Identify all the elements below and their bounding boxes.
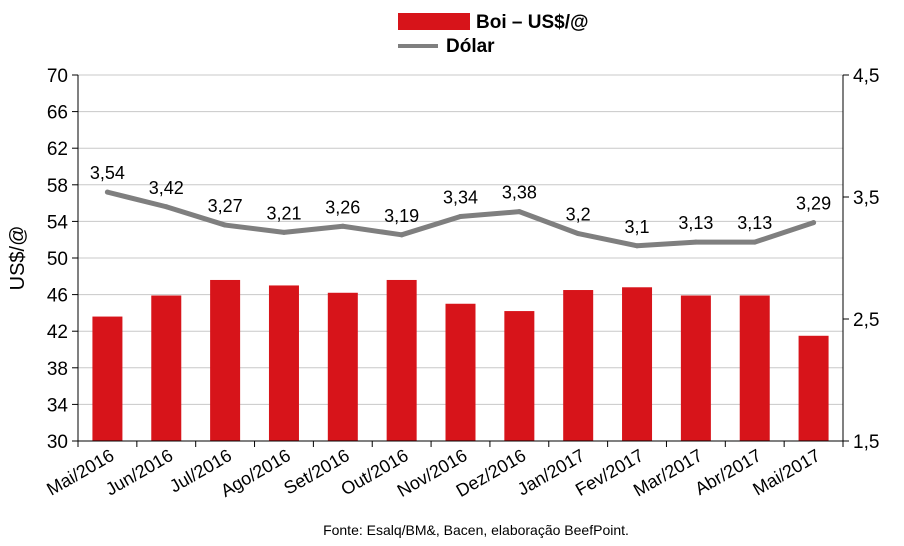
- y-tick-label: 54: [47, 212, 69, 233]
- data-label: 3,19: [384, 206, 419, 226]
- line-point: [222, 222, 228, 228]
- y-tick-label: 30: [47, 432, 68, 453]
- y2-tick-label: 1,5: [853, 432, 879, 453]
- y-tick-label: 62: [47, 139, 68, 160]
- bar: [622, 287, 653, 441]
- line-series: 3,54 3,42 3,27 3,21 3,26 3,19 3,34 3,38 3,2 3,1 3,…: [90, 163, 831, 249]
- data-label: 3,13: [678, 213, 713, 233]
- x-tick-label: Jun/2016: [102, 445, 176, 499]
- line-point: [399, 232, 405, 238]
- y2-tick-label: 3,5: [853, 188, 879, 209]
- line-point: [340, 223, 346, 229]
- legend-swatch-dolar: [398, 44, 438, 48]
- bar-series: [92, 279, 829, 441]
- y-tick-label: 70: [47, 66, 68, 87]
- line-point: [811, 220, 817, 226]
- y-tick-label: 38: [47, 359, 68, 380]
- y2-tick-label: 4,5: [853, 66, 879, 87]
- line-point: [458, 214, 463, 220]
- bar: [445, 303, 476, 441]
- legend-label-dolar: Dólar: [446, 36, 495, 57]
- line-point: [163, 204, 169, 210]
- line-point: [575, 231, 581, 237]
- data-label: 3,42: [149, 178, 184, 198]
- y2-tick-label: 2,5: [853, 310, 879, 331]
- bar: [92, 316, 123, 441]
- data-label: 3,34: [443, 188, 478, 208]
- data-label: 3,29: [796, 194, 831, 214]
- data-label: 3,38: [502, 183, 537, 203]
- data-label: 3,13: [737, 213, 772, 233]
- bar: [210, 279, 241, 441]
- bar: [798, 335, 829, 441]
- y-tick-label: 42: [47, 322, 68, 343]
- y-axis-label: US$/@: [7, 226, 29, 291]
- y-tick-label: 58: [47, 176, 68, 197]
- data-label: 3,27: [208, 196, 243, 216]
- line-point: [752, 239, 758, 245]
- x-tick-label: Mai/2017: [749, 445, 823, 499]
- data-label: 3,26: [325, 197, 360, 217]
- source-note: Fonte: Esalq/BM&, Bacen, elaboração Beef…: [323, 522, 629, 538]
- data-label: 3,2: [566, 205, 591, 225]
- y-tick-label: 50: [47, 249, 68, 270]
- bar: [563, 290, 594, 441]
- legend-label-boi: Boi – US$/@: [476, 12, 589, 33]
- bar: [151, 295, 182, 441]
- line-point: [281, 229, 287, 235]
- y-tick-label: 34: [47, 395, 69, 416]
- y-tick-label: 66: [47, 103, 68, 124]
- legend-swatch-boi: [398, 13, 470, 30]
- line-point: [634, 243, 640, 249]
- data-label: 3,54: [90, 163, 125, 183]
- line-point: [516, 209, 522, 215]
- line-point: [104, 189, 110, 195]
- legend: Boi – US$/@ Dólar: [398, 12, 589, 57]
- bar: [739, 295, 770, 441]
- bar: [386, 279, 417, 441]
- bar: [268, 285, 299, 441]
- data-label: 3,1: [625, 217, 650, 237]
- bar: [504, 311, 535, 441]
- y-tick-label: 46: [47, 286, 68, 307]
- line-point: [693, 239, 699, 245]
- data-label: 3,21: [266, 203, 301, 223]
- bar: [327, 292, 358, 441]
- bar: [680, 295, 711, 441]
